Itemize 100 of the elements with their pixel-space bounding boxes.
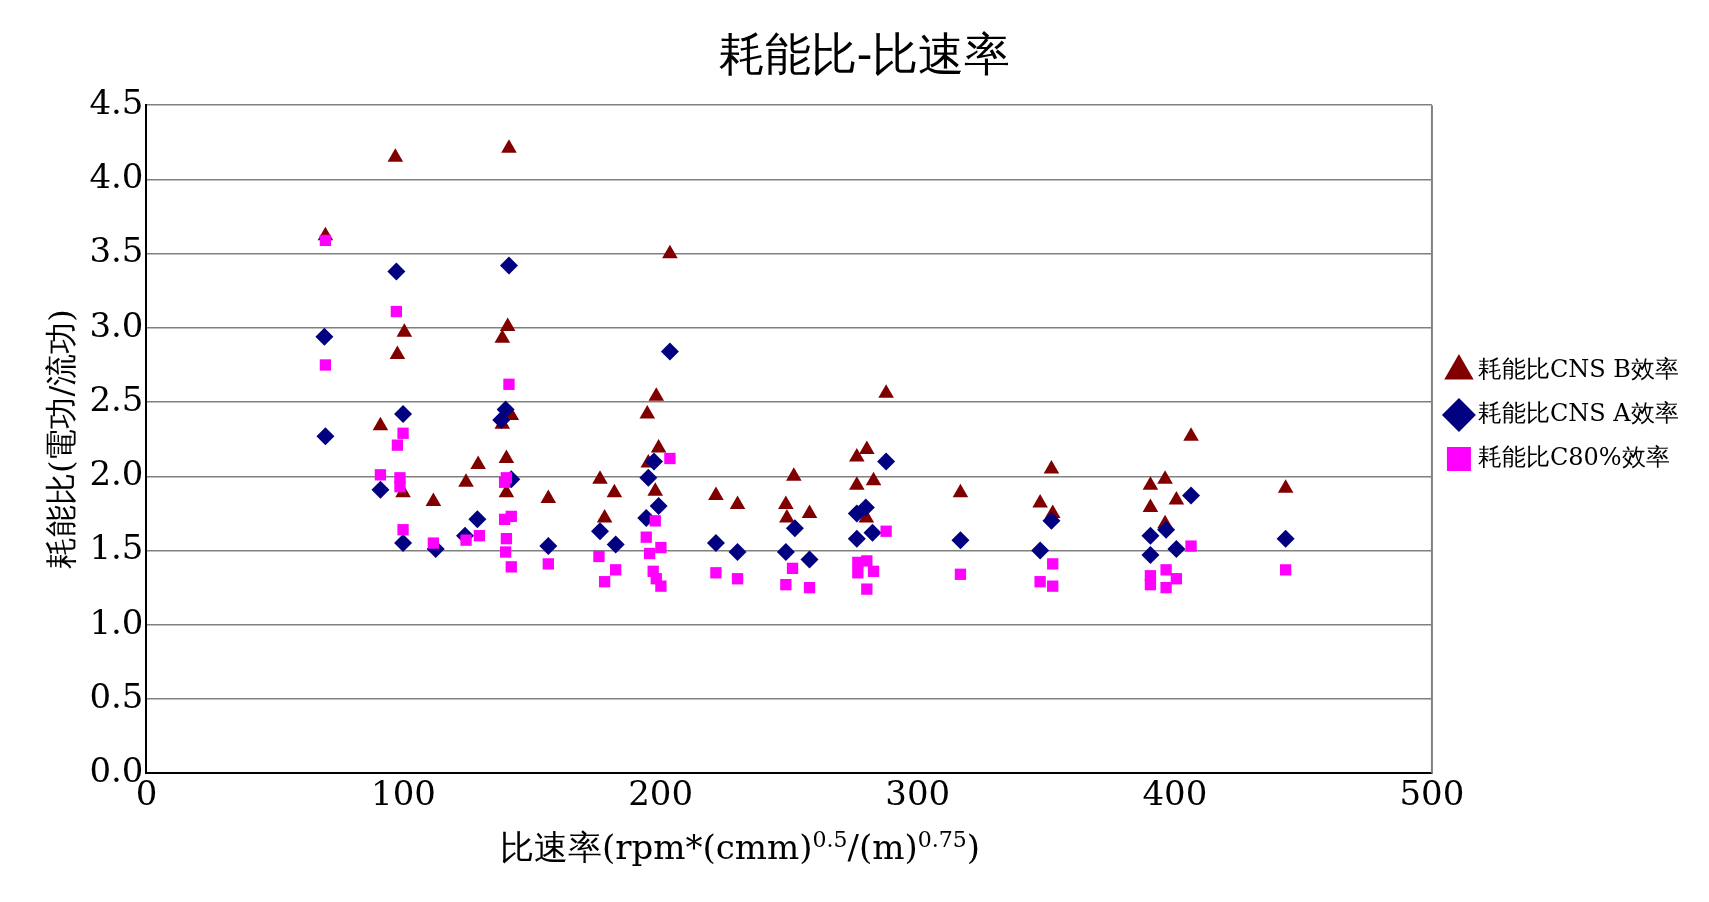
point — [372, 416, 389, 431]
point — [606, 483, 623, 498]
point — [1042, 511, 1061, 530]
point — [1043, 459, 1060, 474]
point — [1170, 573, 1183, 585]
point — [1279, 564, 1292, 576]
point — [951, 531, 970, 550]
point — [728, 543, 747, 562]
point — [861, 555, 873, 567]
point — [498, 449, 515, 463]
point — [639, 404, 656, 419]
point — [501, 139, 517, 153]
point — [494, 329, 511, 343]
point — [397, 427, 409, 439]
point — [643, 547, 656, 560]
point — [650, 439, 667, 453]
point — [785, 519, 804, 538]
point — [1157, 470, 1173, 484]
point — [1141, 545, 1160, 564]
legend-label: 耗能比CNS B效率 — [1477, 355, 1680, 384]
point — [427, 537, 440, 549]
point — [639, 468, 658, 487]
point — [315, 327, 334, 346]
point — [540, 489, 557, 504]
point — [710, 567, 722, 579]
point — [396, 323, 413, 337]
point — [801, 504, 818, 518]
point — [503, 378, 515, 390]
point — [1160, 581, 1172, 594]
point — [1047, 580, 1059, 592]
point — [849, 448, 865, 462]
point — [1142, 498, 1159, 512]
point — [1142, 476, 1159, 490]
point — [499, 256, 518, 275]
y-tick-label: 4.5 — [89, 82, 144, 123]
point — [731, 573, 744, 585]
point — [499, 546, 512, 558]
point — [648, 387, 665, 401]
point — [492, 410, 511, 429]
y-tick-label: 3.5 — [89, 230, 144, 271]
point — [374, 469, 387, 481]
point — [706, 534, 725, 553]
point — [952, 483, 969, 498]
point — [387, 262, 406, 281]
point — [389, 345, 406, 360]
x-tick-label: 400 — [1142, 773, 1208, 814]
point — [371, 480, 390, 499]
point — [500, 533, 513, 545]
point — [664, 452, 676, 465]
point — [316, 427, 335, 446]
point — [606, 535, 625, 554]
point — [539, 537, 558, 556]
point — [778, 495, 794, 510]
y-tick-label: 3.0 — [89, 304, 144, 345]
point — [655, 541, 667, 554]
point — [647, 482, 664, 496]
point — [655, 580, 667, 592]
point — [391, 439, 404, 451]
point — [640, 531, 652, 543]
legend-label: 耗能比C80%效率 — [1477, 443, 1670, 472]
point — [779, 508, 795, 523]
point — [468, 510, 487, 529]
point — [877, 452, 896, 471]
point — [1185, 540, 1197, 552]
point — [1032, 494, 1048, 508]
point — [596, 508, 613, 523]
point — [1031, 541, 1050, 560]
point — [470, 455, 486, 469]
point — [649, 515, 661, 527]
point — [878, 384, 894, 398]
y-tick-label: 2.5 — [89, 378, 144, 419]
point — [1276, 529, 1295, 548]
point — [590, 522, 609, 541]
y-tick-label: 1.5 — [89, 527, 144, 568]
x-tick-label: 500 — [1399, 773, 1465, 814]
point — [867, 565, 880, 577]
point — [1047, 558, 1059, 570]
point — [1183, 427, 1199, 441]
point — [644, 452, 663, 471]
point — [780, 579, 792, 591]
point — [425, 492, 442, 507]
point — [1141, 526, 1160, 545]
x-tick-label: 300 — [885, 773, 951, 814]
point — [387, 148, 404, 162]
point — [859, 440, 875, 455]
y-axis-title: 耗能比(電功/流功) — [41, 309, 80, 570]
point — [460, 534, 472, 546]
point — [880, 525, 892, 537]
point — [1160, 564, 1172, 576]
point — [1182, 486, 1201, 505]
point — [786, 562, 799, 574]
point — [776, 543, 795, 562]
point — [542, 558, 554, 570]
point — [1277, 479, 1294, 493]
x-tick-label: 200 — [628, 773, 694, 814]
point — [1034, 576, 1046, 588]
point — [1157, 520, 1176, 539]
x-tick-label: 100 — [371, 773, 437, 814]
point — [505, 510, 517, 523]
y-tick-label: 0.5 — [89, 675, 144, 716]
